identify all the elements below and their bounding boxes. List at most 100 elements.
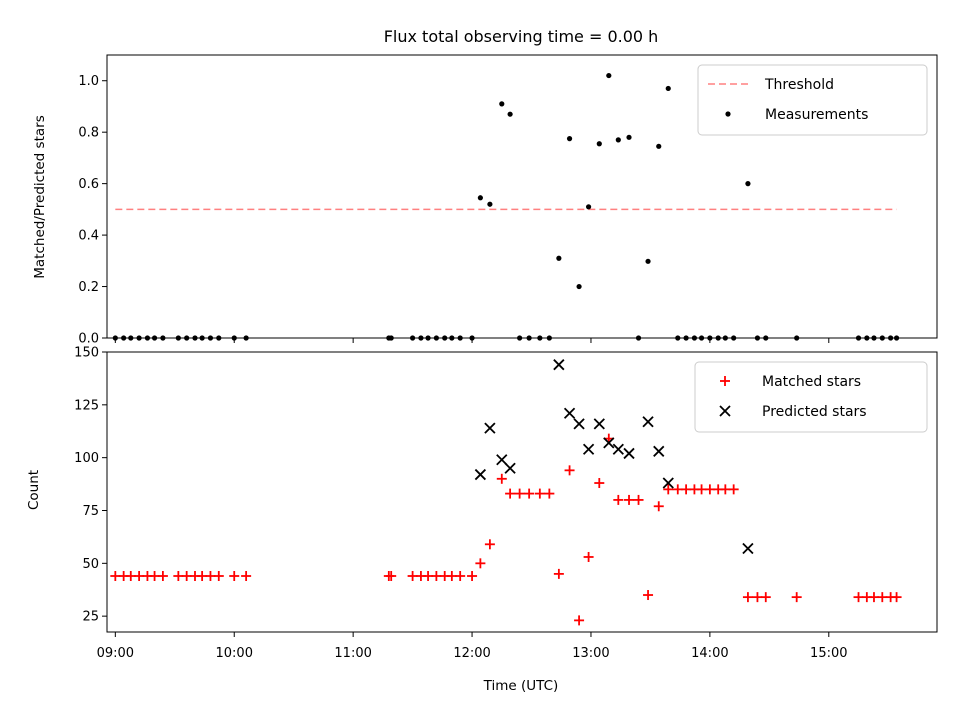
x-tick-label: 13:00 [572,646,609,661]
matched-stars-point [475,558,486,569]
matched-stars-point [728,484,739,495]
bottom-y-tick-label: 50 [82,557,99,572]
bottom-y-tick-label: 75 [82,504,99,519]
matched-stars-point [760,592,771,603]
measurements-point [576,283,582,290]
measurements-point [645,258,651,264]
predicted-stars-point [563,407,576,419]
measurements-point [585,204,592,210]
measurements-point [606,72,612,79]
measurements-point [487,201,493,207]
matched-stars-point [386,571,397,581]
chart-title: Flux total observing time = 0.00 h [384,27,659,46]
x-tick-label: 10:00 [216,646,253,661]
predicted-stars-point-stroke [582,443,595,455]
top-legend: Threshold Measurements [697,64,928,136]
measurements-point [499,101,505,107]
measurements-point [626,134,632,140]
legend-entry-label: Matched stars [762,374,861,390]
matched-stars-point [742,592,753,603]
legend-matched-swatch [720,376,730,386]
predicted-stars-point [496,454,508,466]
predicted-stars-point-stroke [612,443,624,455]
matched-stars-point [624,494,635,505]
predicted-stars-point-stroke [496,454,508,466]
bottom-y-tick-label: 25 [82,610,99,625]
legend-measurements-swatch [725,111,731,117]
predicted-stars-point-stroke [474,468,487,481]
predicted-stars-point-stroke [742,542,754,555]
matched-stars-point [467,571,478,581]
matched-stars-point [534,488,545,499]
bottom-panel: 25 50 75 100 125 150 09:00 10:00 11:00 12:00 13:00… [74,346,938,661]
matched-stars-point [505,488,516,499]
measurements-point [665,85,671,92]
predicted-stars-point [573,418,585,430]
matched-stars-point [891,592,902,603]
predicted-stars-point [642,416,654,428]
matched-stars-point [455,571,466,581]
predicted-stars-point [593,418,605,430]
matched-stars-point [583,551,594,562]
x-tick-label: 15:00 [810,646,847,661]
predicted-stars-point-stroke [563,407,576,419]
bottom-y-tick-label: 125 [74,398,99,413]
matched-stars-point [594,478,605,489]
predicted-stars-point-stroke [504,462,516,474]
top-panel: 0.0 0.2 0.4 0.6 0.8 1.0 Threshold Measurements [78,54,938,347]
x-tick-label: 12:00 [453,646,490,661]
top-y-tick-label: 0.4 [78,229,99,244]
predicted-stars-point [582,443,595,455]
predicted-stars-point [623,447,635,460]
x-tick-label: 11:00 [334,646,371,661]
matched-stars-point [633,494,644,505]
measurements-point [566,136,573,142]
bottom-legend: Matched stars Predicted stars [694,361,928,433]
bottom-y-tick-label: 100 [74,451,99,466]
measurements-point [556,255,562,261]
matched-stars-point [213,571,224,581]
top-y-tick-label: 0.2 [78,280,99,295]
measurements-point [656,143,662,149]
predicted-stars-point [603,437,615,449]
predicted-stars-point-stroke [593,418,605,430]
matched-stars-point [564,465,575,476]
bottom-legend-box [694,361,928,433]
matched-stars-point [613,494,624,505]
matched-stars-point [653,501,664,512]
measurements-point [477,195,483,201]
predicted-stars-point [662,477,674,489]
matched-stars-point [524,488,535,499]
predicted-stars-point [484,422,496,434]
legend-predicted-swatch [719,405,731,417]
matched-stars-point [544,488,555,499]
matched-stars-point [643,590,654,601]
matched-stars-point [514,488,525,499]
predicted-stars-point-stroke [653,445,665,457]
legend-entry-label: Predicted stars [762,404,867,420]
top-y-tick-label: 0.6 [78,177,99,192]
x-axis-label: Time (UTC) [483,678,559,694]
top-y-axis-label: Matched/Predicted stars [32,115,48,278]
top-y-tick-label: 0.8 [78,126,99,141]
predicted-stars-point-stroke [642,416,654,428]
predicted-stars-point-stroke [623,447,635,460]
top-y-tick-label: 1.0 [78,74,99,89]
predicted-stars-point-stroke [553,359,565,371]
bottom-axes-frame [106,351,938,633]
bottom-y-axis-label: Count [26,470,42,510]
top-axes-frame [106,54,938,339]
predicted-stars-point [742,542,754,555]
predicted-stars-point [653,445,665,457]
predicted-stars-point [474,468,487,481]
matched-stars-point [553,568,564,579]
matched-stars-point [496,473,507,484]
predicted-stars-point [504,462,516,474]
bottom-y-tick-label: 150 [74,346,99,361]
matched-stars-point [663,484,674,495]
legend-entry-label: Threshold [764,77,834,93]
matched-stars-point [157,571,168,581]
measurements-point [596,141,602,147]
predicted-stars-point-stroke [573,418,585,430]
